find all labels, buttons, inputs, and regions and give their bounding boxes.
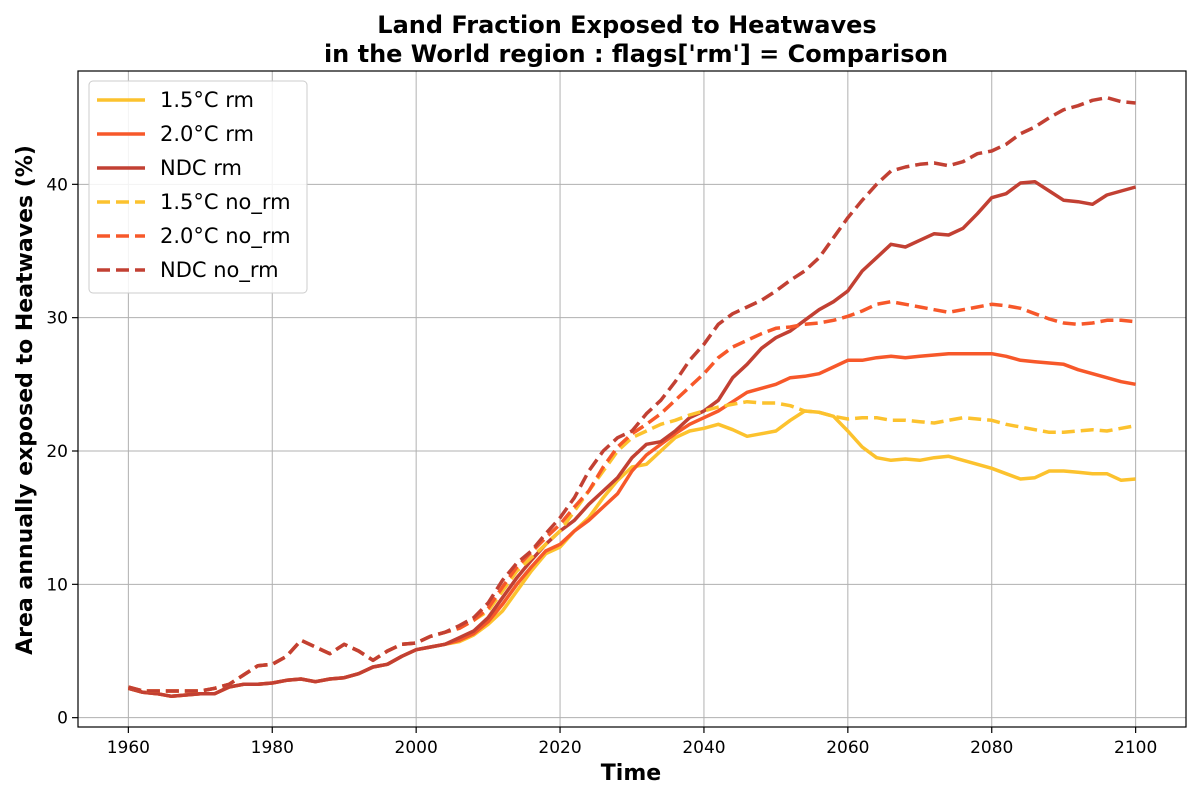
legend: 1.5°C rm 2.0°C rm NDC rm 1.5°C no_rm 2.0°C n…	[88, 80, 308, 294]
y-tick-label: 0	[57, 709, 68, 729]
y-tick-label: 30	[46, 309, 68, 329]
legend-label: 2.0°C no_rm	[160, 224, 291, 249]
x-tick-label: 2040	[682, 738, 725, 758]
y-axis-label: Area annually exposed to Heatwaves (%)	[13, 145, 38, 655]
x-tick-label: 1960	[107, 738, 150, 758]
x-tick-label: 2100	[1114, 738, 1157, 758]
y-tick-label: 20	[46, 442, 68, 462]
plot-frame	[77, 70, 1187, 728]
y-tick-label: 40	[46, 175, 68, 195]
x-tick-label: 2000	[395, 738, 438, 758]
series-line-6	[127, 95, 1136, 693]
legend-label: NDC rm	[160, 156, 242, 180]
grid	[78, 71, 1186, 727]
legend-label: NDC no_rm	[160, 258, 279, 283]
series-lines	[127, 95, 1137, 699]
x-tick-label: 2020	[538, 738, 581, 758]
series-line-4	[127, 399, 1136, 693]
legend-label: 2.0°C rm	[160, 122, 254, 146]
x-tick-label: 1980	[251, 738, 294, 758]
legend-label: 1.5°C rm	[160, 88, 254, 112]
axis-ticks: 1960 1980 2000 2020 2040 2060 2080 2100 0 10 20 30 4…	[46, 175, 1157, 758]
x-axis-label: Time	[601, 761, 661, 786]
series-line-2	[127, 351, 1136, 699]
series-line-5	[127, 299, 1136, 693]
x-tick-label: 2080	[970, 738, 1013, 758]
chart-title-line2: in the World region : flags['rm'] = Comp…	[324, 40, 948, 68]
series-line-1	[127, 409, 1136, 699]
y-tick-label: 10	[46, 575, 68, 595]
chart-title-line1: Land Fraction Exposed to Heatwaves	[377, 11, 876, 39]
series-line-3	[127, 179, 1137, 699]
x-tick-label: 2060	[826, 738, 869, 758]
legend-label: 1.5°C no_rm	[160, 190, 291, 215]
